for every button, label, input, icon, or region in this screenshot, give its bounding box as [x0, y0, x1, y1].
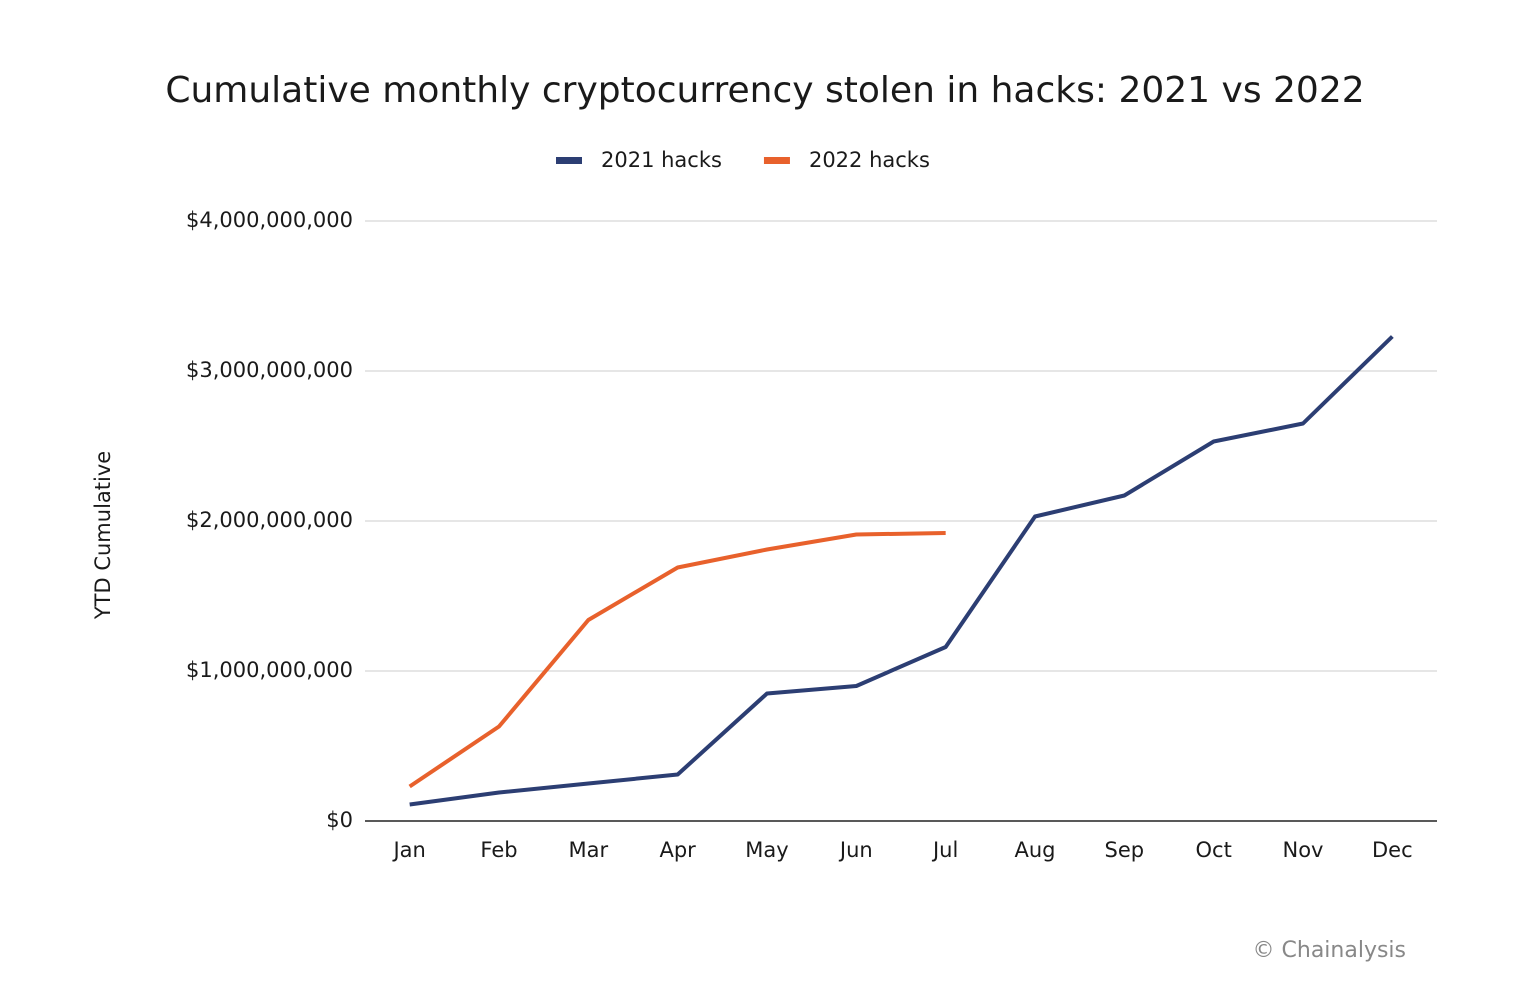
legend-label: 2022 hacks	[809, 148, 930, 172]
x-tick-label: Jul	[931, 838, 958, 862]
x-tick-label: Mar	[569, 838, 609, 862]
x-tick-label: Jun	[838, 838, 873, 862]
series-line	[408, 531, 946, 789]
y-tick-label: $0	[326, 808, 353, 832]
chart-title: Cumulative monthly cryptocurrency stolen…	[165, 70, 1364, 111]
y-tick-label: $4,000,000,000	[186, 208, 353, 232]
x-tick-label: Nov	[1283, 838, 1324, 862]
y-tick-label: $2,000,000,000	[186, 508, 353, 532]
x-tick-label: May	[745, 838, 788, 862]
legend-label: 2021 hacks	[601, 148, 722, 172]
x-tick-label: Feb	[480, 838, 517, 862]
source: © Chainalysis	[1253, 938, 1406, 963]
legend-swatch	[763, 157, 790, 164]
y-tick-label: $1,000,000,000	[186, 658, 353, 682]
series-line	[409, 335, 1394, 807]
y-tick-label: $3,000,000,000	[186, 358, 353, 382]
x-tick-label: Aug	[1014, 838, 1055, 862]
x-tick-label: Sep	[1105, 838, 1145, 862]
x-tick-label: Dec	[1372, 838, 1413, 862]
legend-swatch	[556, 157, 582, 164]
x-tick-label: Apr	[659, 838, 696, 862]
x-tick-label: Jan	[391, 838, 425, 862]
x-tick-label: Oct	[1196, 838, 1232, 862]
y-axis-label: YTD Cumulative	[91, 451, 115, 620]
